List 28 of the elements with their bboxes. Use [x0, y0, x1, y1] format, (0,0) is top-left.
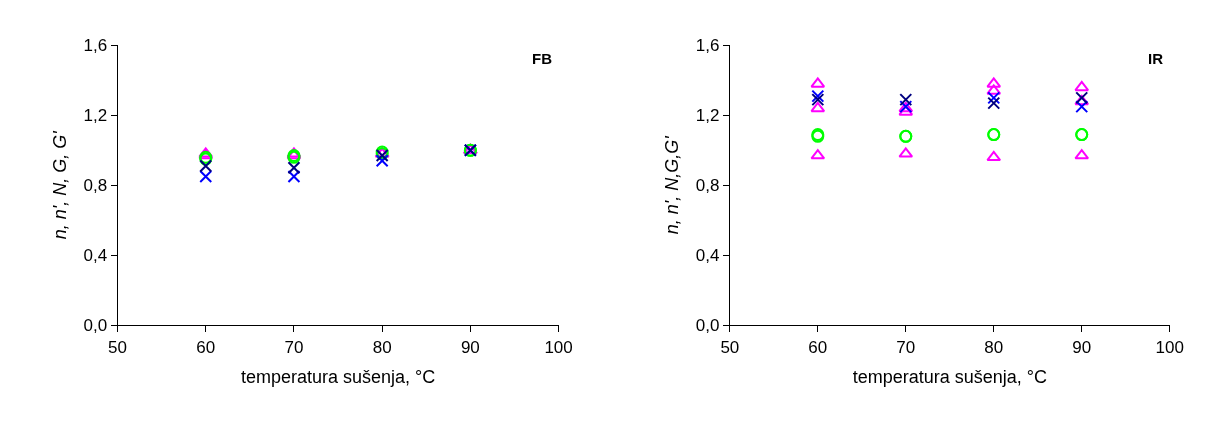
- x-tick-label: 60: [196, 337, 216, 357]
- x-tick-label: 80: [984, 337, 1004, 357]
- y-tick-label: 0,4: [695, 246, 720, 266]
- x-tick-label: 100: [1155, 337, 1184, 357]
- x-tick-label: 50: [720, 337, 740, 357]
- x-axis-title: temperatura sušenja, °C: [852, 366, 1047, 387]
- y-tick-label: 0,0: [695, 316, 720, 336]
- y-tick-label: 0,8: [695, 176, 720, 196]
- y-axis-title: n, n', N, G, G': [49, 130, 70, 240]
- y-tick-label: 0,0: [83, 316, 108, 336]
- x-tick-label: 70: [284, 337, 304, 357]
- annotation: IR: [1148, 50, 1164, 67]
- x-tick-label: 60: [808, 337, 828, 357]
- x-tick-label: 90: [460, 337, 480, 357]
- x-axis-title: temperatura sušenja, °C: [240, 366, 436, 387]
- y-tick-label: 1,6: [83, 36, 108, 56]
- y-tick-label: 1,2: [695, 106, 720, 126]
- y-tick-label: 1,2: [83, 106, 108, 126]
- x-tick-label: 80: [372, 337, 392, 357]
- x-tick-label: 50: [108, 337, 127, 357]
- y-tick-label: 1,6: [695, 36, 720, 56]
- y-tick-label: 0,8: [83, 176, 108, 196]
- y-axis-title: n, n', N,G,G': [662, 135, 682, 235]
- annotation: FB: [532, 50, 553, 67]
- x-tick-label: 70: [896, 337, 916, 357]
- x-tick-label: 100: [544, 337, 573, 357]
- y-tick-label: 0,4: [83, 246, 108, 266]
- x-tick-label: 90: [1072, 337, 1092, 357]
